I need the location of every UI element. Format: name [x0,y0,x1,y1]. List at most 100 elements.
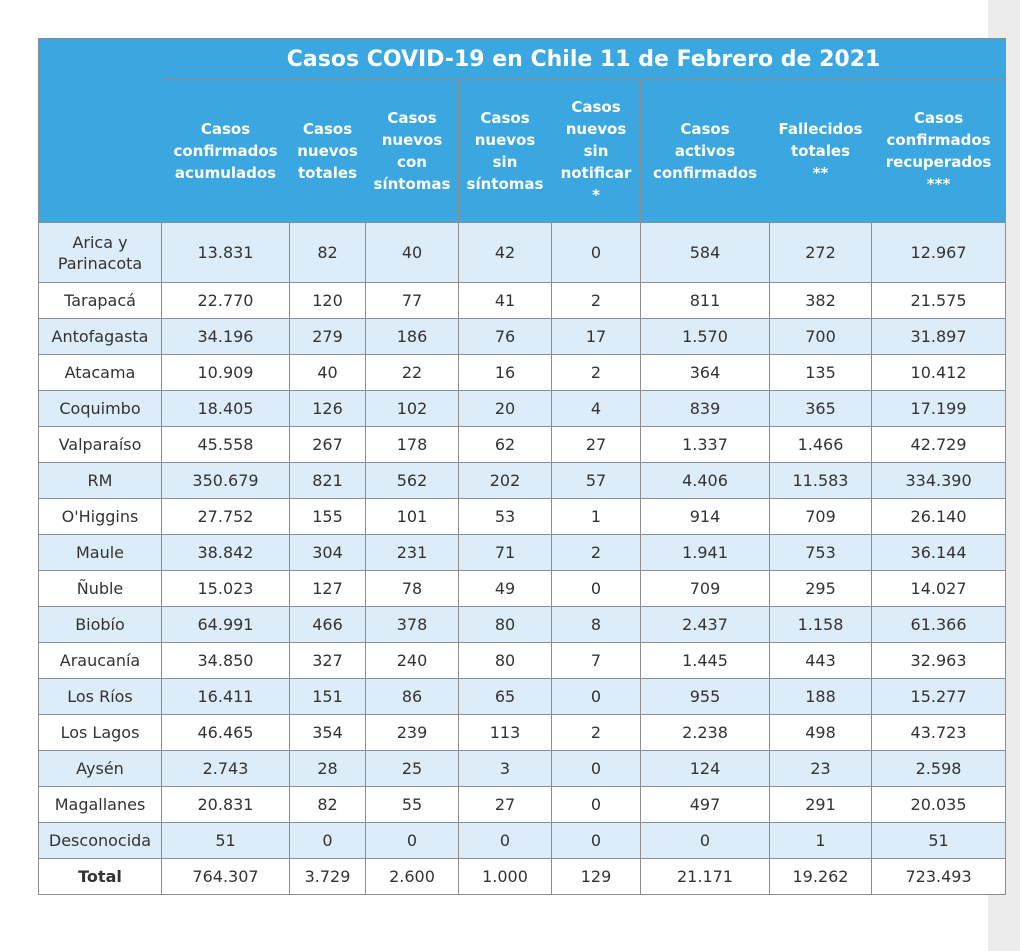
value-cell: 7 [551,642,641,679]
value-cell: 101 [365,498,459,535]
value-cell: 498 [769,714,872,751]
value-cell: 15.023 [161,570,290,607]
value-cell: 304 [289,534,366,571]
column-header: Casos nuevos sin notificar * [551,79,641,223]
table-title: Casos COVID-19 en Chile 11 de Febrero de… [160,38,1007,80]
value-cell: 80 [458,642,552,679]
value-cell: 13.831 [161,222,290,283]
value-cell: 55 [365,786,459,823]
table-row: Biobío 64.991 466 378 80 8 2.437 1.158 61.366 [38,606,1007,643]
total-value-cell: 21.171 [640,858,770,895]
value-cell: 27 [551,426,641,463]
value-cell: 23 [769,750,872,787]
value-cell: 2.598 [870,750,1007,787]
value-cell: 2.238 [640,714,770,751]
value-cell: 562 [365,462,459,499]
value-cell: 291 [769,786,872,823]
value-cell: 2 [551,714,641,751]
value-cell: 0 [551,570,641,607]
value-cell: 14.027 [870,570,1007,607]
table-row: Araucanía 34.850 327 240 80 7 1.445 443 32.963 [38,642,1007,679]
value-cell: 42.729 [870,426,1007,463]
value-cell: 22 [365,354,459,391]
value-cell: 53 [458,498,552,535]
value-cell: 120 [289,282,366,319]
value-cell: 28 [289,750,366,787]
value-cell: 1.445 [640,642,770,679]
value-cell: 365 [769,390,872,427]
total-value-cell: 723.493 [870,858,1007,895]
value-cell: 12.967 [870,222,1007,283]
value-cell: 49 [458,570,552,607]
value-cell: 135 [769,354,872,391]
total-value-cell: 129 [551,858,641,895]
total-value-cell: 764.307 [161,858,290,895]
value-cell: 188 [769,678,872,715]
table-row: Los Lagos 46.465 354 239 113 2 2.238 498 43.723 [38,714,1007,751]
value-cell: 20 [458,390,552,427]
value-cell: 1.570 [640,318,770,355]
value-cell: 43.723 [870,714,1007,751]
value-cell: 4.406 [640,462,770,499]
value-cell: 2.437 [640,606,770,643]
total-value-cell: 2.600 [365,858,459,895]
value-cell: 51 [870,822,1007,859]
value-cell: 31.897 [870,318,1007,355]
value-cell: 1.941 [640,534,770,571]
value-cell: 25 [365,750,459,787]
value-cell: 46.465 [161,714,290,751]
value-cell: 267 [289,426,366,463]
table-row: Coquimbo 18.405 126 102 20 4 839 365 17.199 [38,390,1007,427]
region-name-cell: Atacama [38,354,162,391]
value-cell: 378 [365,606,459,643]
value-cell: 497 [640,786,770,823]
value-cell: 1.337 [640,426,770,463]
region-name-cell: Valparaíso [38,426,162,463]
value-cell: 178 [365,426,459,463]
value-cell: 64.991 [161,606,290,643]
value-cell: 839 [640,390,770,427]
value-cell: 1 [551,498,641,535]
value-cell: 71 [458,534,552,571]
value-cell: 466 [289,606,366,643]
value-cell: 151 [289,678,366,715]
region-name-cell: Desconocida [38,822,162,859]
table-row: Desconocida 51 0 0 0 0 0 1 51 [38,822,1007,859]
value-cell: 65 [458,678,552,715]
value-cell: 61.366 [870,606,1007,643]
value-cell: 382 [769,282,872,319]
table-row: Valparaíso 45.558 267 178 62 27 1.337 1.466 42.7… [38,426,1007,463]
value-cell: 327 [289,642,366,679]
value-cell: 709 [769,498,872,535]
value-cell: 22.770 [161,282,290,319]
value-cell: 364 [640,354,770,391]
column-header: Casos nuevos con síntomas [365,79,459,223]
value-cell: 753 [769,534,872,571]
value-cell: 17.199 [870,390,1007,427]
value-cell: 0 [458,822,552,859]
value-cell: 17 [551,318,641,355]
total-label: Total [38,858,162,895]
value-cell: 240 [365,642,459,679]
value-cell: 4 [551,390,641,427]
header-corner-cell [38,38,162,223]
value-cell: 186 [365,318,459,355]
value-cell: 0 [289,822,366,859]
value-cell: 0 [551,786,641,823]
table-row: Aysén 2.743 28 25 3 0 124 23 2.598 [38,750,1007,787]
total-value-cell: 1.000 [458,858,552,895]
value-cell: 709 [640,570,770,607]
value-cell: 2 [551,354,641,391]
region-name-cell: Ñuble [38,570,162,607]
value-cell: 700 [769,318,872,355]
value-cell: 57 [551,462,641,499]
table-body: Arica y Parinacota 13.831 82 40 42 0 584 272 12.… [38,222,1007,895]
table-row: Antofagasta 34.196 279 186 76 17 1.570 700 31.89… [38,318,1007,355]
value-cell: 239 [365,714,459,751]
value-cell: 2.743 [161,750,290,787]
value-cell: 2 [551,282,641,319]
value-cell: 15.277 [870,678,1007,715]
value-cell: 40 [365,222,459,283]
value-cell: 27 [458,786,552,823]
value-cell: 86 [365,678,459,715]
